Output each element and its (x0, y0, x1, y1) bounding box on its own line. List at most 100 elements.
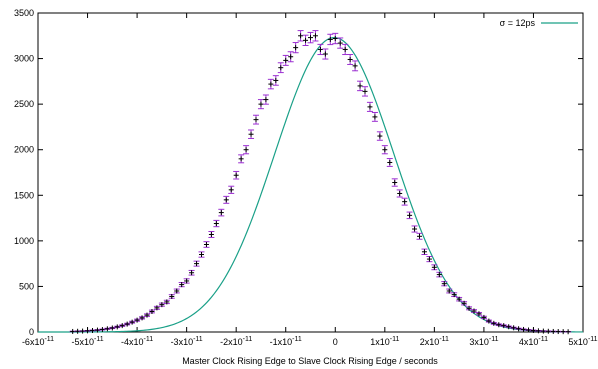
data-point (322, 48, 329, 60)
data-point (565, 329, 572, 335)
x-tick-exponent: -11 (292, 336, 302, 343)
data-point (371, 111, 378, 122)
x-tick-label: -1x10-11 (270, 336, 302, 347)
data-point (421, 248, 428, 255)
x-tick-mantissa: 2x10 (420, 337, 440, 347)
data-point (426, 256, 433, 263)
data-point (456, 296, 463, 302)
data-point (540, 328, 547, 334)
x-tick-mantissa: 0 (333, 337, 338, 347)
x-tick-exponent: -11 (489, 336, 499, 343)
x-tick-exponent: -11 (390, 336, 400, 343)
x-tick-mantissa: 1x10 (370, 337, 390, 347)
y-tick-label: 2500 (14, 99, 34, 109)
data-point (317, 43, 324, 56)
data-point (396, 189, 403, 198)
data-point (342, 43, 349, 56)
x-tick-label: 4x10-11 (519, 336, 548, 347)
x-tick-label: 2x10-11 (420, 336, 449, 347)
data-point (163, 299, 170, 305)
data-point (208, 230, 215, 238)
data-point (475, 311, 482, 317)
x-tick-exponent: -11 (44, 336, 54, 343)
data-point (480, 314, 487, 320)
data-point (337, 37, 344, 49)
data-point (228, 185, 235, 194)
data-point (416, 232, 423, 240)
x-tick-label: -6x10-11 (22, 336, 54, 347)
x-tick-mantissa: -5x10 (71, 337, 94, 347)
data-point (376, 131, 383, 141)
data-point (238, 154, 245, 164)
x-tick-label: -4x10-11 (121, 336, 153, 347)
x-tick-mantissa: -2x10 (220, 337, 243, 347)
y-tick-label: 500 (19, 281, 34, 291)
x-tick-label: 3x10-11 (469, 336, 498, 347)
data-point (124, 321, 131, 327)
data-point (505, 324, 512, 330)
data-point (362, 86, 368, 97)
x-tick-mantissa: -4x10 (121, 337, 144, 347)
fit-curve (38, 37, 583, 333)
legend-label: σ = 12ps (500, 18, 536, 28)
data-point (188, 269, 195, 276)
data-point (243, 145, 250, 155)
data-point (451, 292, 458, 298)
data-point (406, 211, 413, 220)
data-point (307, 31, 314, 44)
y-tick-label: 1500 (14, 190, 34, 200)
data-point (461, 300, 468, 306)
data-point (545, 328, 552, 334)
y-tick-label: 0 (29, 327, 34, 337)
data-point (401, 197, 408, 206)
data-point (381, 145, 388, 155)
x-tick-label: -3x10-11 (171, 336, 203, 347)
data-point (223, 195, 230, 204)
data-point (352, 60, 359, 72)
x-axis-title: Master Clock Rising Edge to Slave Clock … (182, 356, 438, 366)
data-point (218, 208, 225, 217)
points-layer (69, 30, 572, 335)
data-point (297, 30, 304, 42)
data-point (178, 282, 185, 288)
data-point (148, 308, 155, 314)
y-tick-label: 3500 (14, 8, 34, 18)
x-tick-label: 0 (333, 337, 338, 347)
data-point (287, 51, 294, 63)
data-point (213, 219, 220, 228)
x-tick-exponent: -11 (94, 336, 104, 343)
y-tick-label: 1000 (14, 236, 34, 246)
data-point (257, 99, 264, 110)
x-tick-mantissa: 5x10 (568, 337, 588, 347)
data-point (495, 322, 502, 328)
data-point (253, 114, 259, 125)
data-point (193, 260, 200, 267)
data-point (386, 158, 393, 167)
x-tick-exponent: -11 (243, 336, 253, 343)
x-tick-mantissa: -6x10 (22, 337, 45, 347)
data-point (411, 225, 418, 233)
data-point (158, 302, 165, 308)
x-tick-exponent: -11 (193, 336, 203, 343)
data-point (129, 319, 136, 325)
x-tick-exponent: -11 (588, 336, 598, 343)
data-point (471, 308, 477, 314)
data-point (139, 315, 146, 321)
x-tick-mantissa: 3x10 (469, 337, 489, 347)
x-tick-label: -2x10-11 (220, 336, 252, 347)
data-point (183, 278, 190, 284)
data-point (198, 251, 205, 258)
x-tick-mantissa: 4x10 (519, 337, 539, 347)
data-point (282, 54, 289, 66)
data-point (168, 293, 175, 299)
x-tick-mantissa: -3x10 (171, 337, 194, 347)
x-tick-mantissa: -1x10 (270, 337, 293, 347)
data-point (144, 312, 150, 318)
data-point (391, 178, 398, 187)
data-point (272, 75, 279, 86)
x-tick-exponent: -11 (144, 336, 154, 343)
data-point (267, 78, 274, 90)
plot-frame (37, 12, 584, 333)
data-point (248, 129, 255, 139)
